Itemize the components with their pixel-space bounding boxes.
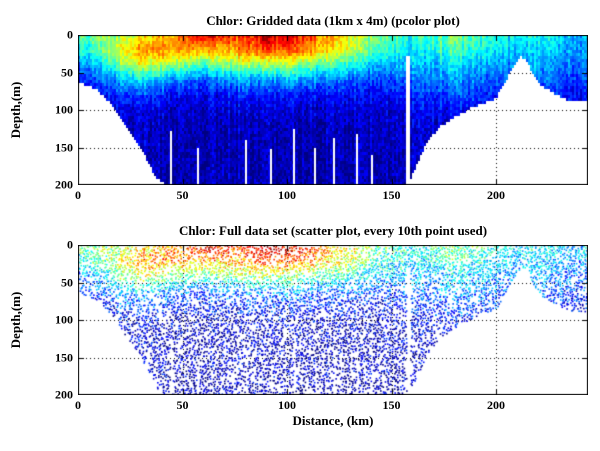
x-tick-label: 50 <box>176 398 189 412</box>
x-tick-label: 0 <box>75 398 81 412</box>
y-tick-label: 50 <box>61 275 73 289</box>
x-tick-label: 50 <box>176 188 189 202</box>
x-tick-label: 100 <box>278 188 297 202</box>
scatter-plot-title: Chlor: Full data set (scatter plot, ever… <box>178 223 488 238</box>
pcolor-y-axis-label: Depth,(m) <box>8 81 23 139</box>
y-tick-label: 50 <box>61 65 73 79</box>
y-tick-label: 0 <box>67 237 73 252</box>
y-tick-label: 100 <box>55 102 73 117</box>
x-axis-label: Distance, (km) <box>292 413 374 428</box>
y-tick-label: 200 <box>55 387 73 402</box>
x-tick-label: 150 <box>382 398 401 412</box>
scatter-plot-canvas <box>78 245 588 395</box>
y-tick-label: 0 <box>67 27 73 42</box>
y-tick-label: 200 <box>55 177 73 192</box>
y-tick-label: 100 <box>55 312 73 327</box>
x-tick-label: 150 <box>382 188 401 202</box>
x-tick-label: 200 <box>487 188 506 202</box>
pcolor-plot-canvas <box>78 35 588 185</box>
x-tick-label: 200 <box>487 398 506 412</box>
y-tick-label: 150 <box>55 350 73 364</box>
pcolor-plot-title: Chlor: Gridded data (1km x 4m) (pcolor p… <box>206 13 460 28</box>
x-tick-label: 0 <box>75 188 81 202</box>
x-tick-label: 100 <box>278 398 297 412</box>
scatter-y-axis-label: Depth,(m) <box>8 291 23 349</box>
y-tick-label: 150 <box>55 140 73 154</box>
